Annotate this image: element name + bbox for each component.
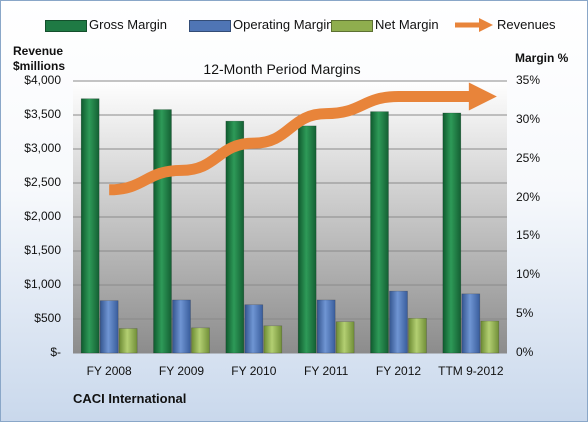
bar-gross-margin bbox=[153, 109, 172, 354]
left-tick-label: $3,000 bbox=[24, 141, 61, 155]
right-tick-label: 30% bbox=[516, 111, 541, 126]
bar-net-margin bbox=[408, 318, 427, 354]
bar-gross-margin bbox=[442, 112, 462, 354]
bar-operating-margin bbox=[389, 290, 408, 354]
left-axis-title: Revenue $millions bbox=[13, 44, 65, 74]
right-tick-label: 0% bbox=[516, 345, 534, 359]
category-label: FY 2012 bbox=[375, 364, 422, 378]
left-tick-label: $1,500 bbox=[24, 243, 61, 257]
revenues-line bbox=[108, 91, 471, 196]
right-tick-label: 25% bbox=[516, 150, 541, 165]
legend-gross-margin-label: Gross Margin bbox=[89, 17, 168, 32]
right-tick-label: 10% bbox=[516, 267, 541, 282]
bar-gross-margin bbox=[80, 98, 100, 354]
legend-operating-margin-label: Operating Margin bbox=[233, 17, 334, 32]
company-name: CACI International bbox=[73, 391, 187, 406]
left-tick-label: $3,500 bbox=[24, 107, 61, 121]
legend-gross-margin: Gross Margin bbox=[45, 17, 185, 33]
bar-net-margin bbox=[118, 328, 138, 354]
bar-net-margin bbox=[191, 327, 210, 354]
legend-revenues-label: Revenues bbox=[497, 17, 556, 32]
left-axis-title-line2: $millions bbox=[13, 59, 66, 73]
right-tick-label: 35% bbox=[516, 73, 541, 87]
legend-net-margin-label: Net Margin bbox=[375, 17, 439, 32]
left-tick-label: $4,000 bbox=[24, 73, 61, 87]
left-tick-label: $1,000 bbox=[24, 277, 61, 291]
right-axis-title: Margin % bbox=[515, 51, 569, 65]
category-label: FY 2009 bbox=[158, 364, 205, 378]
bar-net-margin bbox=[335, 321, 355, 354]
left-tick-label: $- bbox=[50, 345, 61, 359]
right-tick-label: 20% bbox=[516, 189, 541, 204]
category-label: TTM 9-2012 bbox=[438, 364, 504, 378]
category-label: FY 2011 bbox=[304, 364, 349, 378]
bar-operating-margin bbox=[244, 304, 264, 354]
left-tick-label: $2,000 bbox=[24, 209, 61, 223]
bar-net-margin bbox=[480, 320, 500, 354]
legend-revenues-arrow-icon bbox=[455, 18, 493, 32]
legend-revenues: Revenues bbox=[453, 17, 563, 33]
right-tick-label: 5% bbox=[516, 306, 534, 321]
bar-net-margin bbox=[263, 325, 283, 354]
bar-gross-margin bbox=[370, 111, 389, 354]
left-tick-label: $500 bbox=[34, 311, 61, 325]
category-label: FY 2010 bbox=[231, 364, 277, 378]
bar-operating-margin bbox=[99, 300, 119, 354]
revenues-arrow-head bbox=[468, 82, 497, 111]
legend-net-margin-swatch bbox=[331, 20, 373, 32]
bar-operating-margin bbox=[316, 299, 336, 354]
legend-net-margin: Net Margin bbox=[331, 17, 441, 33]
bar-gross-margin bbox=[297, 125, 317, 354]
category-label: FY 2008 bbox=[86, 364, 132, 378]
legend-operating-margin: Operating Margin bbox=[189, 17, 349, 33]
bar-operating-margin bbox=[172, 299, 191, 354]
chart-title: 12-Month Period Margins bbox=[203, 61, 361, 77]
right-tick-label: 15% bbox=[516, 228, 541, 243]
legend-gross-margin-swatch bbox=[45, 20, 87, 32]
left-tick-label: $2,500 bbox=[24, 175, 61, 189]
legend-operating-margin-swatch bbox=[189, 20, 231, 32]
bar-operating-margin bbox=[461, 293, 481, 354]
left-axis-title-line1: Revenue bbox=[13, 44, 64, 58]
bar-gross-margin bbox=[225, 120, 245, 354]
